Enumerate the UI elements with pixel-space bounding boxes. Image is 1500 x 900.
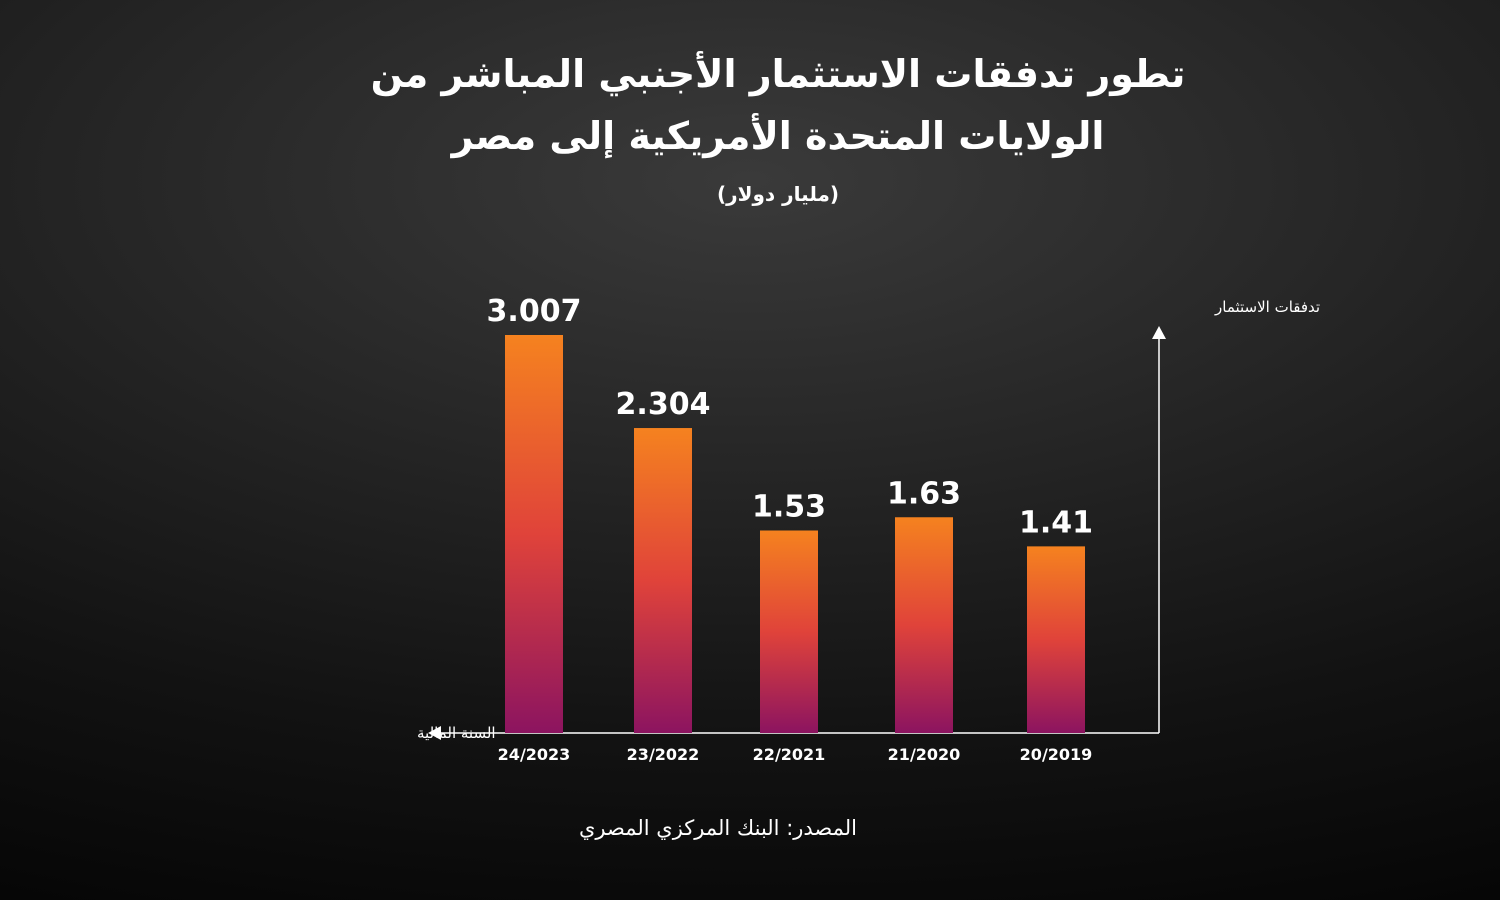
x-axis-arrow: [428, 726, 441, 740]
source-note: المصدر: البنك المركزي المصري: [578, 816, 858, 840]
x-tick-label-23-2022: 23/2022: [627, 745, 700, 764]
x-tick-label-24-2023: 24/2023: [498, 745, 571, 764]
y-axis-arrow: [1152, 326, 1166, 339]
x-tick-label-20-2019: 20/2019: [1020, 745, 1093, 764]
x-tick-label-21-2020: 21/2020: [888, 745, 961, 764]
value-label-20-2019: 1.41: [1019, 505, 1093, 540]
bar-23-2022: [634, 428, 692, 733]
y-axis-title: تدفقات الاستثمار: [1214, 298, 1320, 316]
bar-24-2023: [505, 335, 563, 733]
chart-title-line2: الولايات المتحدة الأمريكية إلى مصر: [451, 114, 1105, 158]
chart-subtitle: (مليار دولار): [716, 182, 840, 206]
value-label-22-2021: 1.53: [752, 489, 826, 524]
x-axis-title: السنة المالية: [417, 724, 496, 742]
x-tick-label-22-2021: 22/2021: [753, 745, 826, 764]
value-label-24-2023: 3.007: [487, 294, 582, 329]
bar-22-2021: [760, 530, 818, 733]
bar-series: 1.41 20/2019 1.63 21/2020 1.53 22/2021 2.304 23…: [487, 294, 1093, 764]
value-label-21-2020: 1.63: [887, 476, 961, 511]
value-label-23-2022: 2.304: [616, 387, 711, 422]
bar-20-2019: [1027, 546, 1085, 733]
bar-21-2020: [895, 517, 953, 733]
chart-title-line1: تطور تدفقات الاستثمار الأجنبي المباشر من: [370, 52, 1186, 96]
